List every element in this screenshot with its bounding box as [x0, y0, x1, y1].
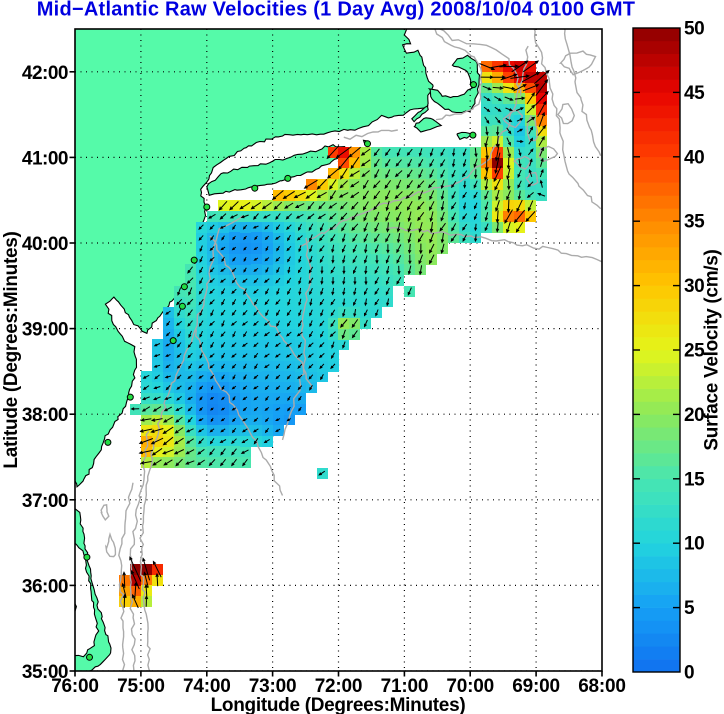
svg-text:Mid−Atlantic Raw Velocities (1: Mid−Atlantic Raw Velocities (1 Day Avg) …	[37, 0, 636, 21]
svg-text:70:00: 70:00	[446, 676, 494, 697]
svg-text:35: 35	[684, 212, 705, 233]
svg-text:45: 45	[684, 83, 705, 104]
svg-text:37:00: 37:00	[22, 491, 68, 512]
svg-text:20: 20	[684, 405, 704, 426]
svg-text:Latitude (Degrees:Minutes): Latitude (Degrees:Minutes)	[1, 231, 22, 468]
svg-text:50: 50	[684, 19, 704, 40]
svg-text:Surface Velocity (cm/s): Surface Velocity (cm/s)	[702, 249, 723, 450]
svg-text:41:00: 41:00	[22, 148, 68, 169]
svg-text:71:00: 71:00	[381, 676, 429, 697]
svg-text:39:00: 39:00	[22, 320, 68, 341]
svg-text:40:00: 40:00	[22, 234, 68, 255]
svg-text:36:00: 36:00	[22, 576, 68, 597]
svg-text:30: 30	[684, 276, 704, 297]
svg-text:25: 25	[684, 341, 705, 362]
svg-text:10: 10	[684, 534, 704, 555]
svg-text:69:00: 69:00	[512, 676, 560, 697]
svg-text:35:00: 35:00	[22, 662, 68, 683]
svg-text:75:00: 75:00	[117, 676, 165, 697]
svg-text:72:00: 72:00	[315, 676, 363, 697]
svg-text:42:00: 42:00	[22, 63, 68, 84]
svg-text:74:00: 74:00	[183, 676, 231, 697]
svg-text:76:00: 76:00	[51, 676, 99, 697]
svg-text:68:00: 68:00	[578, 676, 626, 697]
svg-text:5: 5	[684, 598, 695, 619]
svg-text:15: 15	[684, 469, 705, 490]
svg-text:73:00: 73:00	[249, 676, 297, 697]
svg-text:38:00: 38:00	[22, 405, 68, 426]
svg-text:40: 40	[684, 147, 704, 168]
svg-text:Longitude (Degrees:Minutes): Longitude (Degrees:Minutes)	[211, 695, 466, 714]
svg-text:0: 0	[684, 663, 694, 684]
